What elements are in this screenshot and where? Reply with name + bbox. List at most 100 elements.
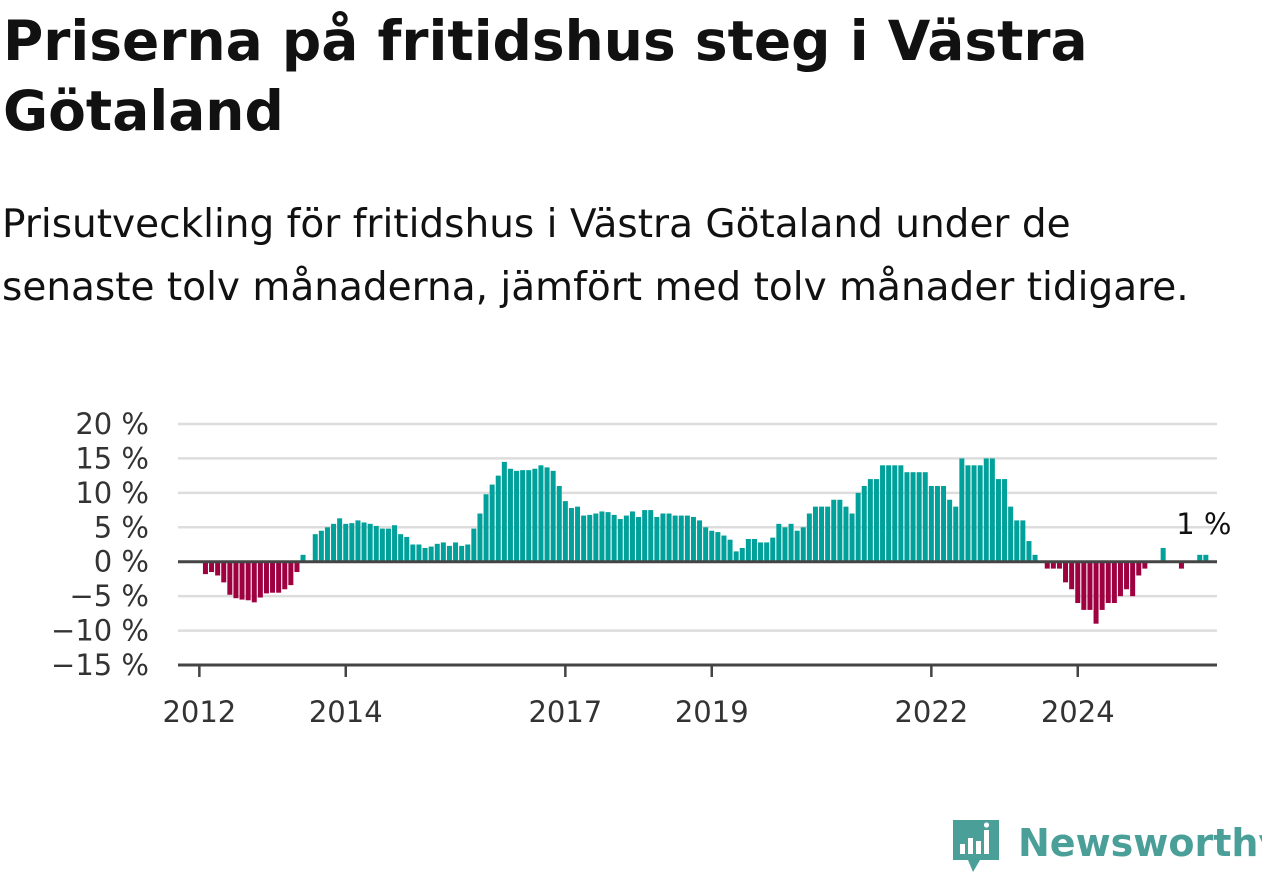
bar (1020, 520, 1026, 562)
bar (812, 506, 818, 562)
bar (1124, 561, 1130, 590)
bar (1014, 520, 1020, 562)
bar (276, 561, 282, 593)
bar (581, 515, 587, 562)
bar (800, 527, 806, 562)
bar (568, 508, 574, 562)
bar (361, 522, 367, 562)
latest-value-label: 1 % (1176, 507, 1231, 541)
bar (971, 465, 977, 562)
bar (471, 528, 477, 562)
bar (1117, 561, 1123, 597)
bar (617, 519, 623, 562)
bar (941, 485, 947, 562)
bar (489, 484, 495, 562)
bar (562, 501, 568, 562)
bar (392, 525, 398, 562)
bar (739, 547, 745, 562)
bar (1008, 506, 1014, 562)
bar (550, 470, 556, 562)
bar (593, 513, 599, 562)
bar (245, 561, 251, 601)
bar (666, 513, 672, 562)
bar (422, 547, 428, 562)
bar (294, 561, 300, 573)
bars (202, 458, 1209, 624)
bar (233, 561, 239, 599)
bar (605, 512, 611, 562)
bar (514, 470, 520, 562)
bar (349, 523, 355, 562)
bar (904, 472, 910, 562)
bar (1026, 541, 1032, 562)
y-tick-label: 20 % (75, 407, 149, 441)
bar (599, 511, 605, 562)
bar (404, 536, 410, 562)
bar (983, 458, 989, 562)
bar (636, 516, 642, 562)
bar (1069, 561, 1075, 590)
bar (1002, 479, 1008, 562)
bar (989, 458, 995, 562)
bar (794, 530, 800, 562)
y-tick-label: −5 % (69, 579, 149, 613)
bar (995, 479, 1001, 562)
bar (416, 544, 422, 562)
bar (288, 561, 294, 586)
bar (459, 545, 465, 562)
bar (221, 561, 227, 583)
y-tick-label: −10 % (51, 614, 149, 648)
bar (764, 542, 770, 562)
bar (1136, 561, 1142, 576)
bar (654, 516, 660, 562)
bar (1105, 561, 1111, 604)
bar (324, 527, 330, 562)
bar (703, 527, 709, 562)
bar (745, 538, 751, 562)
bar (270, 561, 276, 593)
y-tick-label: 10 % (75, 476, 149, 510)
bar (916, 472, 922, 562)
bar (385, 528, 391, 562)
bar (1044, 561, 1050, 569)
bar (934, 485, 940, 562)
newsworthy-logo[interactable]: Newsworthy (950, 816, 1262, 876)
bar (1203, 554, 1209, 562)
bar (1130, 561, 1136, 597)
bar (312, 534, 318, 562)
bar (1056, 561, 1062, 569)
bar (507, 468, 513, 562)
y-axis-ticks: 20 %15 %10 %5 %0 %−5 %−10 %−15 % (51, 407, 149, 682)
x-tick-label: 2012 (162, 695, 236, 729)
bar (648, 510, 654, 562)
bar (440, 542, 446, 562)
newsworthy-logo-icon (953, 820, 999, 872)
bar (977, 465, 983, 562)
bar (715, 532, 721, 562)
bar (928, 485, 934, 562)
bar (776, 523, 782, 562)
bar (251, 561, 257, 603)
x-tick-label: 2017 (528, 695, 602, 729)
bar (556, 485, 562, 562)
x-tick-label: 2022 (894, 695, 968, 729)
bar (806, 513, 812, 562)
x-tick-label: 2019 (675, 695, 749, 729)
bar (337, 518, 343, 562)
bar (410, 544, 416, 562)
bar (697, 520, 703, 562)
bar (849, 513, 855, 562)
bar (495, 475, 501, 562)
bar (770, 537, 776, 562)
bar (727, 539, 733, 562)
bar (855, 492, 861, 562)
bar (611, 514, 617, 562)
bar (355, 520, 361, 562)
bar (202, 561, 208, 575)
bar (1032, 554, 1038, 562)
bar (843, 506, 849, 562)
bar (1111, 561, 1117, 604)
bar (880, 465, 886, 562)
bar (263, 561, 269, 594)
bar (959, 458, 965, 562)
